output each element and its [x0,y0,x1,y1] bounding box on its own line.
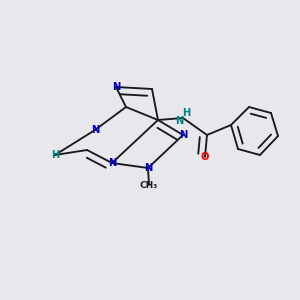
Text: N: N [108,158,116,168]
Text: N: N [112,82,120,92]
Text: O: O [201,152,209,162]
Text: N: N [144,163,152,173]
Text: H: H [51,150,59,160]
Text: N: N [179,130,187,140]
Text: N: N [91,125,99,135]
Text: N: N [175,116,183,126]
Text: CH₃: CH₃ [140,181,158,190]
Text: H: H [182,108,190,118]
